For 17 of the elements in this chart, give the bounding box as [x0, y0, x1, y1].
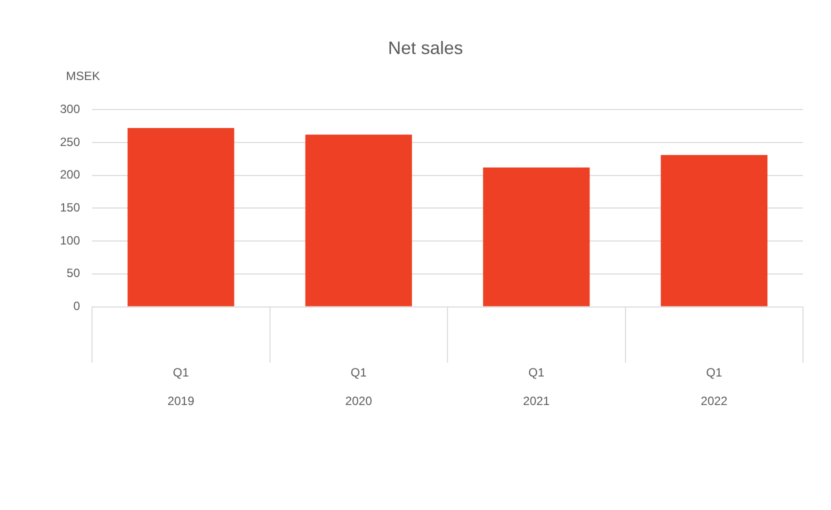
y-tick-label: 0 — [73, 299, 80, 314]
category-label: Q1 2020 — [345, 365, 372, 408]
bar — [483, 167, 590, 306]
y-axis-title: MSEK — [66, 69, 100, 83]
bar — [660, 154, 768, 306]
chart-title: Net sales — [388, 38, 464, 58]
category-label: Q1 2021 — [523, 365, 550, 408]
category-label: Q1 2019 — [168, 365, 194, 408]
bar — [128, 128, 234, 306]
y-tick-label: 150 — [60, 200, 80, 215]
category-label: Q1 2022 — [700, 365, 728, 408]
y-tick-label: 50 — [66, 266, 80, 280]
y-tick-label: 300 — [60, 102, 80, 116]
y-tick-label: 100 — [60, 233, 80, 248]
y-tick-label: 250 — [60, 134, 80, 149]
y-tick-label: 200 — [60, 168, 80, 182]
bar — [305, 134, 412, 306]
